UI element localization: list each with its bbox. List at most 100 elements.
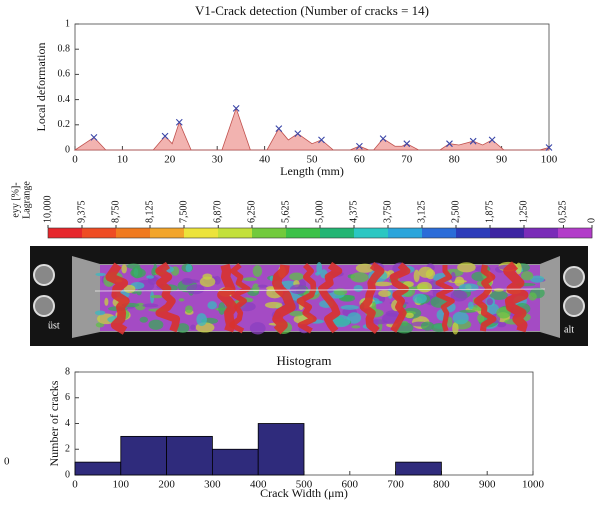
speckle [176,323,190,333]
speckle [477,313,485,323]
y-tick-label: 0.2 [58,119,71,130]
x-tick-label: 0 [72,154,78,166]
speckle [331,314,351,328]
color-segment [48,228,83,238]
speckle [196,313,207,326]
y-axis-label: Number of cracks [47,380,61,466]
color-segment [388,228,423,238]
color-segment [354,228,389,238]
x-tick-label: 200 [158,479,175,491]
speckle [418,266,434,278]
x-tick-label: 20 [164,154,176,166]
x-axis-label: Crack Width (μm) [260,486,348,500]
x-tick-label: 40 [259,154,271,166]
speckle [452,322,459,335]
colorbar-tick-label: 1,250 [518,201,529,224]
speckle [412,293,427,304]
crack-band [217,263,238,333]
crack-band [503,261,529,333]
colorbar-tick-label: 3,125 [416,201,427,224]
crack-band [228,262,251,334]
color-segment [184,228,219,238]
speckle [457,262,476,273]
colorbar-tick-label: 8,125 [144,201,155,224]
crack-band [155,261,181,333]
crack-marker [488,136,496,144]
speckle [351,325,361,329]
grip [33,264,55,286]
speckle [136,289,142,296]
colorbar-tick-label: 7,500 [178,201,189,224]
speckle [413,269,420,283]
speckle [347,312,362,324]
speckle [333,288,348,296]
crack-marker [175,118,183,126]
chart-title: Histogram [277,353,332,368]
x-tick-label: 300 [204,479,221,491]
speckle [95,272,106,277]
histogram-bar [257,423,305,476]
crack-band [473,264,497,332]
x-tick-label: 0 [72,479,78,491]
grip [33,295,55,317]
speckle [353,284,363,292]
y-tick-label: 4 [65,418,70,429]
x-axis-label: Length (mm) [280,164,344,178]
speckle [458,283,479,292]
crack-band [105,262,130,335]
histogram-bar [395,461,442,476]
y-tick-label: 8 [65,366,70,377]
speckle [289,272,304,281]
speckle [289,310,304,317]
speckle [218,302,226,315]
speckle [316,261,323,275]
speckle [528,292,537,301]
speckle [484,303,500,315]
speckle [185,305,193,313]
colorbar-tick-label: 8,750 [110,201,121,224]
speckle [340,305,359,310]
colorbar-tick-label: 0,525 [558,201,569,224]
speckle [486,298,493,306]
strain-field [94,261,546,335]
speckle [405,312,414,319]
speckle [121,264,127,274]
reference-line [94,288,546,292]
speckle [446,316,453,328]
speckle [355,263,375,273]
speckle [257,284,268,288]
speckle [178,298,185,302]
speckle [350,272,369,283]
crack-marker [545,144,553,151]
crack-marker [469,137,477,145]
colorbar-tick-label: 5,000 [314,201,325,224]
speckle [521,271,534,281]
histogram-bar [120,435,168,476]
x-tick-label: 100 [113,479,130,491]
speckle [289,284,307,295]
crack-band [389,262,411,333]
color-segment [422,228,457,238]
crack-marker [318,136,325,144]
deformation-area [73,107,550,151]
color-segment [82,228,117,238]
x-tick-label: 700 [387,479,404,491]
colorbar-tick-label: 6,870 [213,201,224,224]
speckle [146,275,155,279]
speckle [186,284,205,295]
specimen-photo: üst alt [30,246,588,346]
colorbar-label: eyy [%]- [10,182,21,217]
crack-marker [446,140,453,148]
crack-marker [90,134,98,141]
x-tick-label: 400 [250,479,267,491]
right-label: alt [564,324,574,335]
color-segment [558,228,593,238]
histogram-bar [166,435,213,476]
speckle [496,320,507,328]
speckle [181,277,193,286]
crack-marker [379,135,387,143]
speckle [378,290,391,298]
speckle [417,281,433,293]
cropped-text: 0 [4,456,10,468]
